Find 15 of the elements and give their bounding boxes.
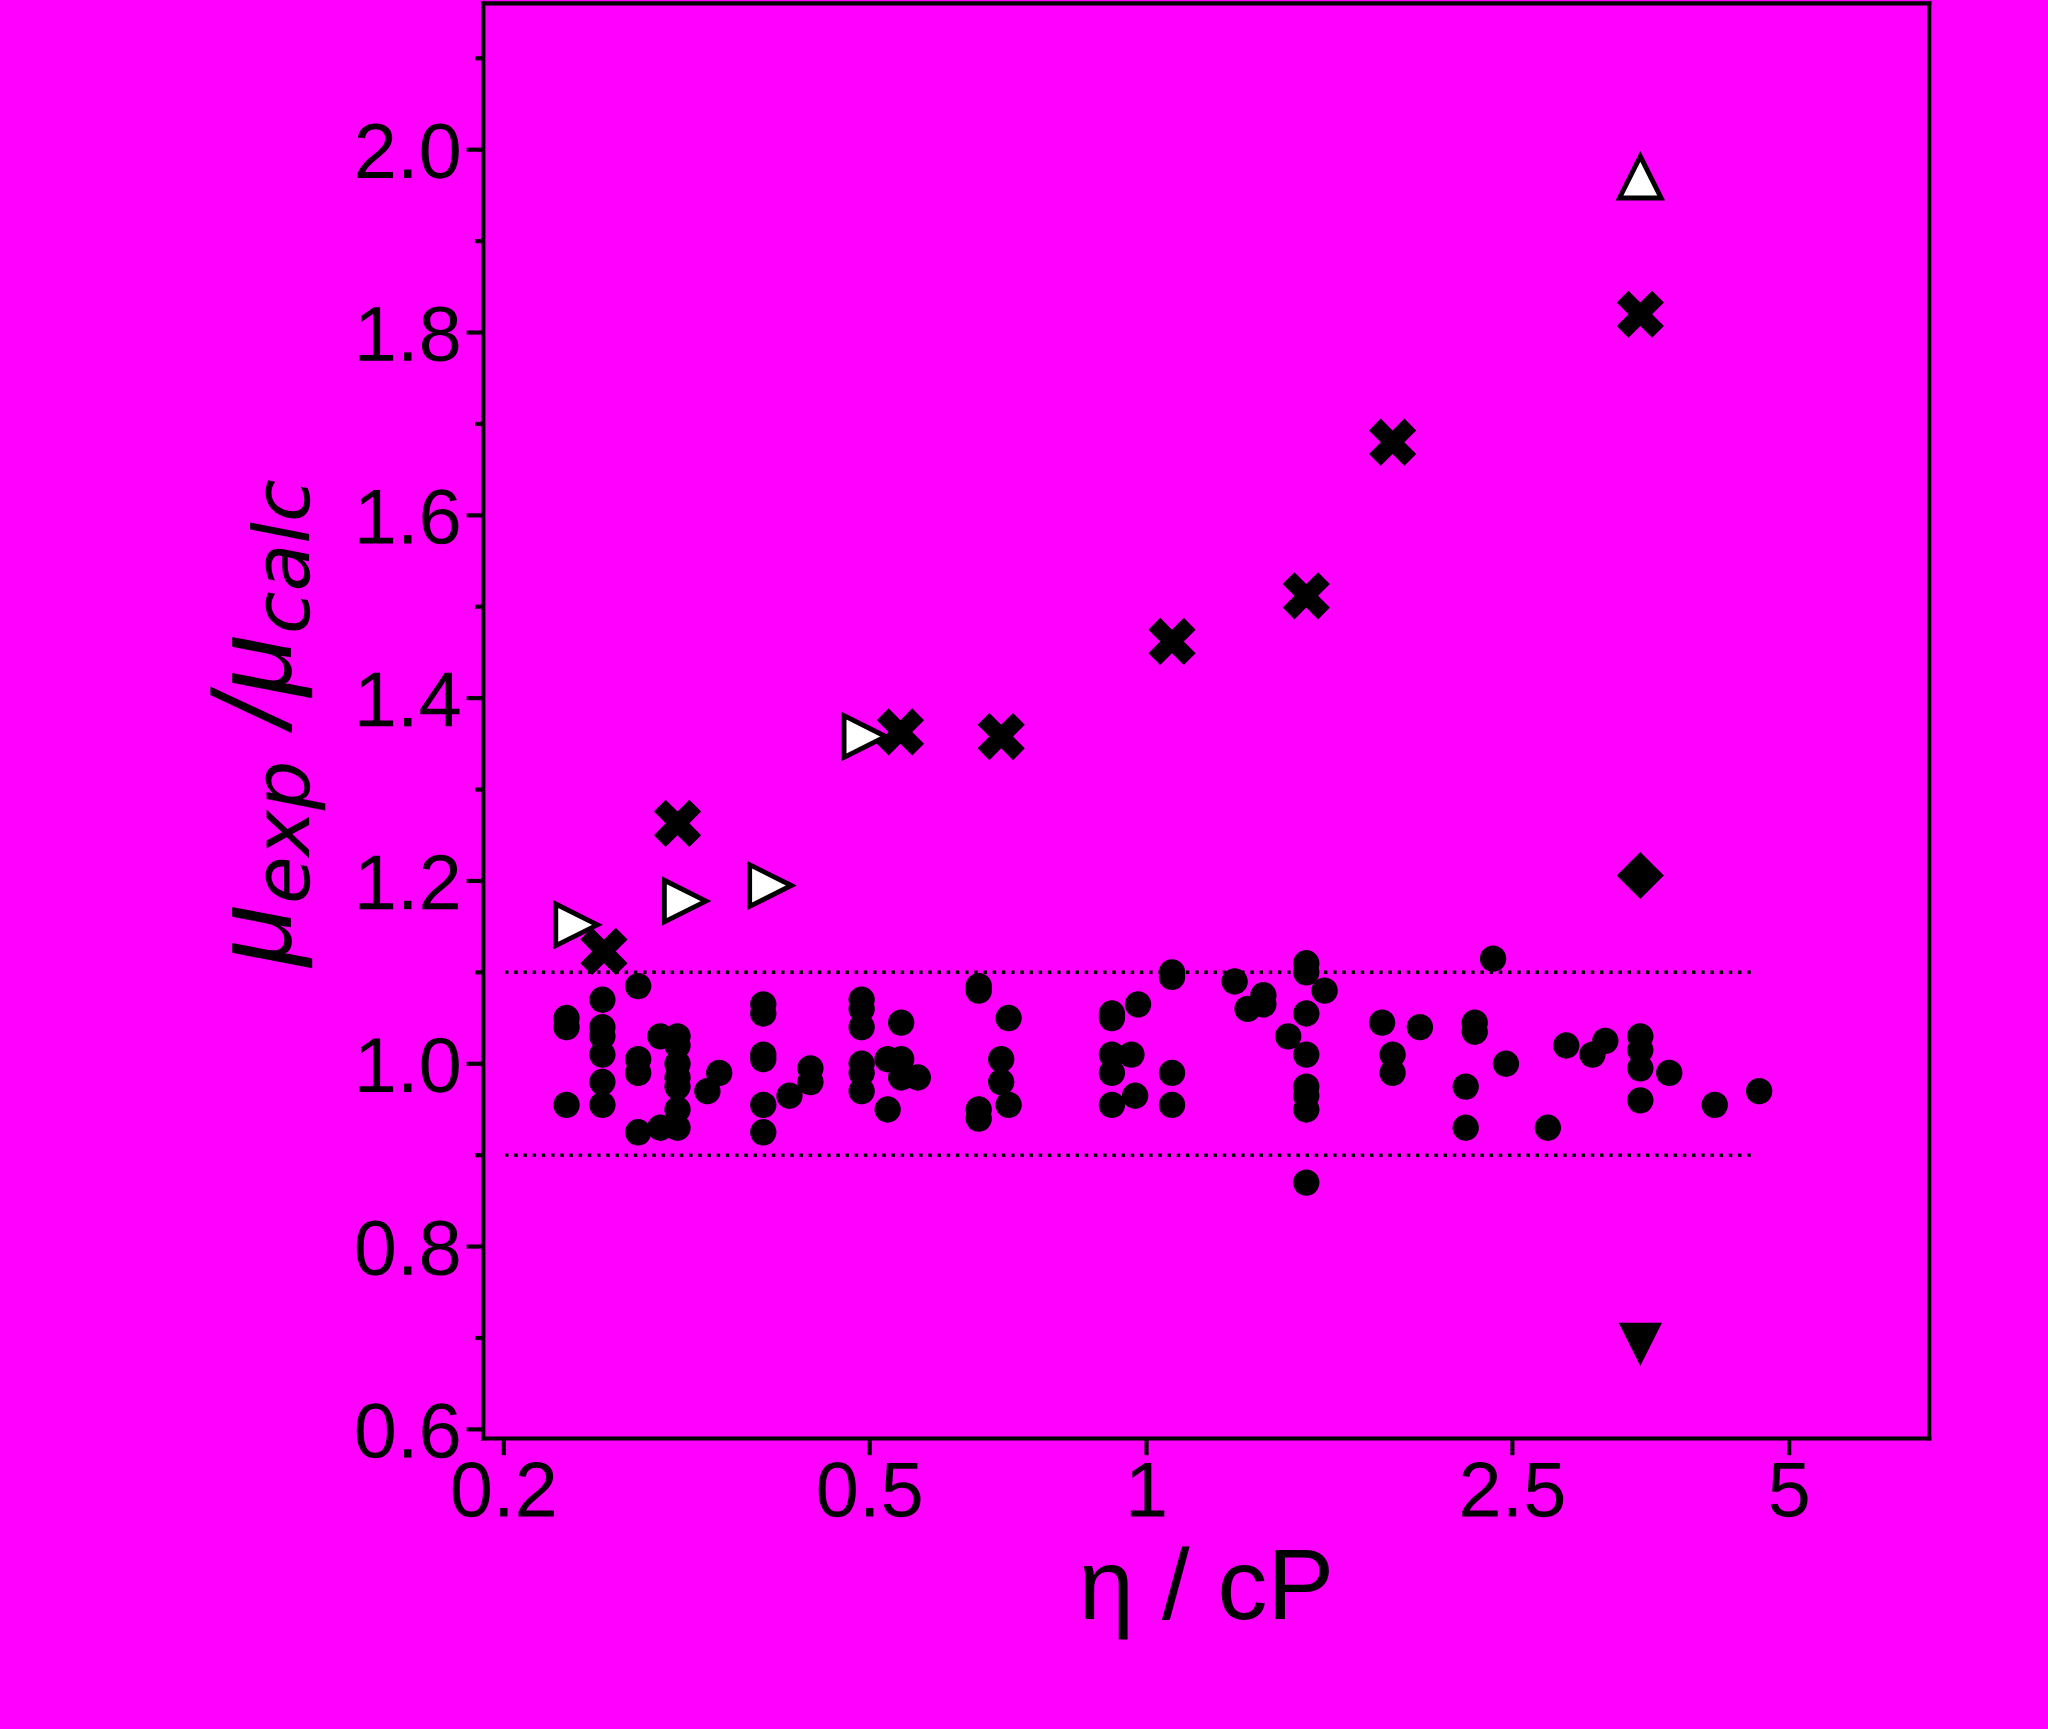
y-tick-label: 1.4 — [359, 672, 460, 727]
y-axis-title: μ$_{exp}$ /μ$_{calc}$ — [210, 480, 326, 969]
y-tick-label: 1.8 — [359, 306, 459, 362]
y-tick-label: 0.6 — [356, 1403, 459, 1459]
y-tick-label: 1.6 — [359, 489, 459, 545]
x-tick-label: 5 — [1770, 1462, 1808, 1518]
y-tick-label: 0.8 — [356, 1220, 459, 1276]
x-axis-title: η / cP — [1083, 1546, 1329, 1640]
x-tick-label: 0.2 — [452, 1462, 554, 1518]
y-tick-label: 1.0 — [359, 1037, 459, 1093]
x-tick-label: 1 — [1130, 1462, 1165, 1517]
y-tick-label: 2.0 — [357, 123, 459, 179]
x-tick-label: 2.5 — [1462, 1462, 1564, 1518]
y-tick-label: 1.2 — [359, 854, 458, 910]
x-tick-label: 0.5 — [818, 1462, 921, 1518]
